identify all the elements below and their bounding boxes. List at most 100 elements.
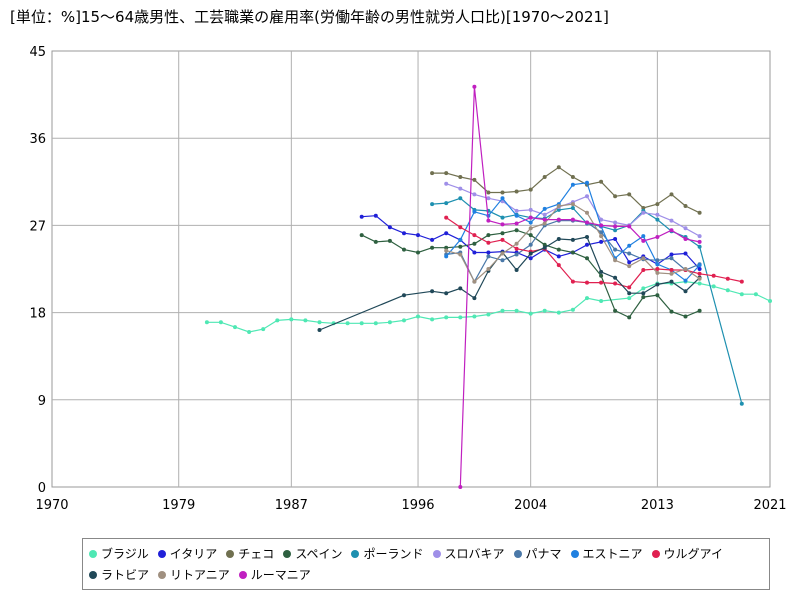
data-point	[430, 317, 435, 322]
data-point	[655, 217, 660, 222]
data-point	[556, 207, 561, 212]
data-point	[528, 256, 533, 261]
series-line	[459, 86, 700, 488]
data-point	[402, 231, 406, 236]
data-point	[500, 196, 505, 201]
legend-item: スペイン	[283, 543, 342, 564]
data-point	[641, 256, 646, 261]
data-point	[444, 181, 449, 186]
data-point	[768, 299, 772, 303]
legend-item: ポーランド	[351, 543, 424, 564]
data-point	[345, 321, 350, 326]
data-point	[528, 226, 533, 231]
data-point	[627, 192, 632, 197]
data-point	[528, 215, 533, 220]
data-point	[585, 235, 589, 239]
data-point	[556, 165, 561, 170]
data-point	[528, 207, 533, 212]
y-tick-label: 36	[29, 132, 46, 147]
data-point	[641, 286, 646, 291]
data-point	[599, 280, 604, 285]
data-point	[697, 276, 702, 281]
legend-label: ウルグアイ	[663, 547, 723, 561]
data-point	[317, 328, 322, 332]
data-point	[472, 250, 477, 255]
data-point	[627, 291, 632, 296]
data-point	[430, 202, 435, 207]
data-point	[697, 234, 702, 239]
data-point	[669, 192, 674, 197]
data-point	[472, 177, 477, 182]
data-point	[486, 267, 491, 271]
series-0	[204, 279, 772, 334]
data-point	[627, 296, 632, 301]
x-tick-label: 2021	[753, 498, 786, 513]
data-point	[725, 288, 730, 293]
data-point	[472, 279, 477, 284]
data-point	[570, 250, 575, 255]
legend-label: ポーランド	[363, 547, 424, 561]
data-point	[711, 273, 716, 278]
data-point	[585, 194, 589, 199]
data-point	[697, 263, 702, 268]
data-point	[472, 192, 477, 197]
legend-label: スペイン	[295, 547, 343, 561]
data-point	[528, 251, 533, 256]
data-point	[486, 218, 491, 223]
data-point	[655, 267, 660, 271]
data-point	[472, 233, 477, 238]
data-point	[514, 221, 519, 226]
data-point	[486, 190, 491, 195]
data-point	[613, 258, 618, 263]
data-point	[444, 254, 449, 259]
data-point	[472, 296, 477, 301]
data-point	[570, 182, 575, 187]
data-point	[613, 224, 618, 229]
data-point	[528, 233, 533, 238]
y-tick-label: 18	[29, 307, 46, 322]
legend-marker	[89, 570, 97, 579]
legend-marker	[432, 549, 441, 558]
data-point	[514, 252, 519, 257]
data-point	[683, 251, 688, 256]
data-point	[585, 180, 589, 185]
data-point	[514, 268, 519, 272]
data-point	[697, 210, 702, 215]
data-point	[613, 281, 618, 286]
data-point	[570, 307, 575, 312]
data-point	[570, 202, 575, 207]
legend-item: パナマ	[513, 543, 562, 564]
data-point	[289, 317, 294, 322]
data-point	[542, 217, 547, 222]
data-point	[627, 224, 632, 229]
data-point	[669, 268, 674, 272]
data-point	[387, 238, 392, 243]
data-point	[387, 225, 392, 230]
data-point	[458, 252, 463, 257]
data-point	[359, 321, 364, 326]
data-point	[599, 269, 604, 274]
data-point	[472, 209, 477, 214]
data-point	[599, 230, 604, 235]
data-point	[542, 308, 547, 313]
data-point	[542, 242, 547, 247]
legend-marker	[283, 549, 292, 558]
legend-marker	[513, 549, 522, 558]
data-point	[373, 321, 378, 326]
data-point	[641, 291, 646, 296]
data-point	[528, 187, 533, 192]
data-point	[613, 247, 618, 252]
data-point	[514, 228, 519, 233]
data-point	[387, 320, 392, 325]
data-point	[458, 485, 463, 489]
data-point	[655, 293, 660, 298]
data-point	[359, 214, 364, 219]
data-point	[641, 268, 646, 272]
data-point	[669, 309, 674, 314]
data-point	[444, 245, 449, 250]
legend-item: ブラジル	[89, 543, 149, 564]
legend-label: チェコ	[238, 547, 275, 561]
data-point	[753, 292, 758, 297]
data-point	[542, 206, 547, 211]
